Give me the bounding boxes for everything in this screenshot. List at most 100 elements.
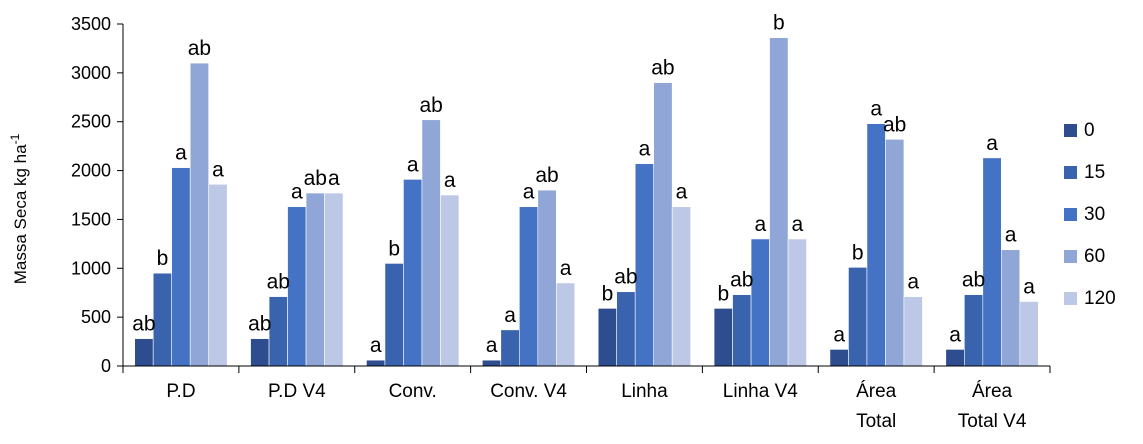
bar-significance-label: ab xyxy=(730,269,753,292)
bar xyxy=(189,62,209,367)
bar-significance-label: b xyxy=(717,282,729,305)
legend-label: 60 xyxy=(1084,246,1105,267)
bar xyxy=(945,349,965,367)
bar xyxy=(1019,301,1039,367)
bar-significance-label: a xyxy=(639,138,651,161)
legend-label: 15 xyxy=(1084,162,1105,183)
bar xyxy=(537,189,557,367)
x-category-label: Área Total V4 xyxy=(958,381,1027,432)
bar-significance-label: a xyxy=(407,153,419,176)
x-category-label: Conv. xyxy=(389,381,437,402)
bar xyxy=(982,157,1002,367)
legend-swatch xyxy=(1064,124,1077,137)
bar xyxy=(366,359,386,367)
bar xyxy=(556,282,576,367)
legend-swatch xyxy=(1064,292,1077,305)
bar xyxy=(866,123,886,367)
bar xyxy=(500,329,520,367)
bar-significance-label: a xyxy=(676,181,688,204)
bar xyxy=(250,338,270,367)
y-axis-label: Massa Seca kg ha-1 xyxy=(8,133,30,284)
legend: 0 15 30 60 120 xyxy=(1064,120,1116,309)
bar xyxy=(597,308,617,367)
bar xyxy=(384,263,404,367)
bar-significance-label: ab xyxy=(267,271,290,294)
bar xyxy=(403,179,423,367)
x-category-label: P.D xyxy=(166,381,195,402)
bar xyxy=(653,82,673,367)
bar-significance-label: a xyxy=(370,334,382,357)
bar xyxy=(305,192,325,367)
bar-significance-label: ab xyxy=(132,313,155,336)
x-axis-labels: P.D P.D V4 Conv. Conv. V4 Linha Linha V4 Área T… xyxy=(166,381,1026,432)
bar-significance-label: ab xyxy=(614,266,637,289)
bar-significance-label: a xyxy=(754,213,766,236)
bar-significance-label: a xyxy=(444,169,456,192)
bar-significance-label: a xyxy=(291,181,303,204)
y-tick-label: 3500 xyxy=(71,14,111,34)
y-tick-label: 0 xyxy=(101,356,111,376)
y-tick-label: 500 xyxy=(81,307,111,327)
axes-group xyxy=(122,24,1051,373)
bar-significance-label: a xyxy=(949,323,961,346)
bar xyxy=(769,37,789,367)
legend-label: 120 xyxy=(1084,288,1116,309)
bar xyxy=(634,163,654,367)
bar xyxy=(903,296,923,367)
bar xyxy=(964,294,984,367)
bar-significance-label: ab xyxy=(883,113,906,136)
bar xyxy=(421,119,441,367)
y-axis-label-text: Massa Seca kg ha xyxy=(11,144,30,284)
bar xyxy=(268,296,288,367)
bar xyxy=(152,272,172,367)
bar xyxy=(885,139,905,367)
bar xyxy=(208,183,228,367)
bar xyxy=(519,206,539,367)
bar xyxy=(482,359,502,367)
bar xyxy=(440,194,460,367)
bar-significance-label: b xyxy=(157,247,169,270)
bar xyxy=(134,338,154,367)
legend-label: 30 xyxy=(1084,204,1105,225)
bar-significance-label: ab xyxy=(304,167,327,190)
bar xyxy=(671,206,691,367)
bar-significance-label: a xyxy=(504,304,516,327)
bar xyxy=(1001,249,1021,367)
x-category-label: Linha V4 xyxy=(723,381,798,402)
legend-swatch xyxy=(1064,250,1077,263)
bar xyxy=(616,291,636,367)
bar-significance-label: a xyxy=(870,98,882,121)
bar-significance-label: a xyxy=(212,158,224,181)
bar-significance-label: a xyxy=(486,334,498,357)
x-category-label: P.D V4 xyxy=(268,381,326,402)
x-category-label: Linha xyxy=(621,381,668,402)
bar-significance-label: a xyxy=(523,181,535,204)
y-tick-label: 1000 xyxy=(71,258,111,278)
bar-significance-label: ab xyxy=(248,313,271,336)
bar-significance-label: a xyxy=(986,132,998,155)
bar xyxy=(787,238,807,367)
x-category-label: Área Total xyxy=(856,381,897,432)
bar xyxy=(713,308,733,367)
bar xyxy=(829,349,849,367)
bar-significance-label: a xyxy=(175,142,187,165)
bar-significance-label: ab xyxy=(651,57,674,80)
bar-significance-label: a xyxy=(907,271,919,294)
y-axis-label-superscript: -1 xyxy=(8,133,22,144)
bar xyxy=(750,238,770,367)
bar xyxy=(324,192,344,367)
bar-significance-label: ab xyxy=(188,37,211,60)
bar-significance-label: a xyxy=(560,257,572,280)
bar-significance-label: ab xyxy=(962,269,985,292)
x-category-label: Conv. V4 xyxy=(490,381,567,402)
bar-significance-label: ab xyxy=(420,94,443,117)
bar-significance-label: b xyxy=(852,241,864,264)
bars-group xyxy=(134,37,1039,367)
y-tick-label: 1500 xyxy=(71,209,111,229)
bar-significance-label: a xyxy=(1005,224,1017,247)
y-tick-label: 3000 xyxy=(71,63,111,83)
y-axis-title: Massa Seca kg ha-1 xyxy=(8,133,30,284)
bar-significance-label: a xyxy=(791,213,803,236)
